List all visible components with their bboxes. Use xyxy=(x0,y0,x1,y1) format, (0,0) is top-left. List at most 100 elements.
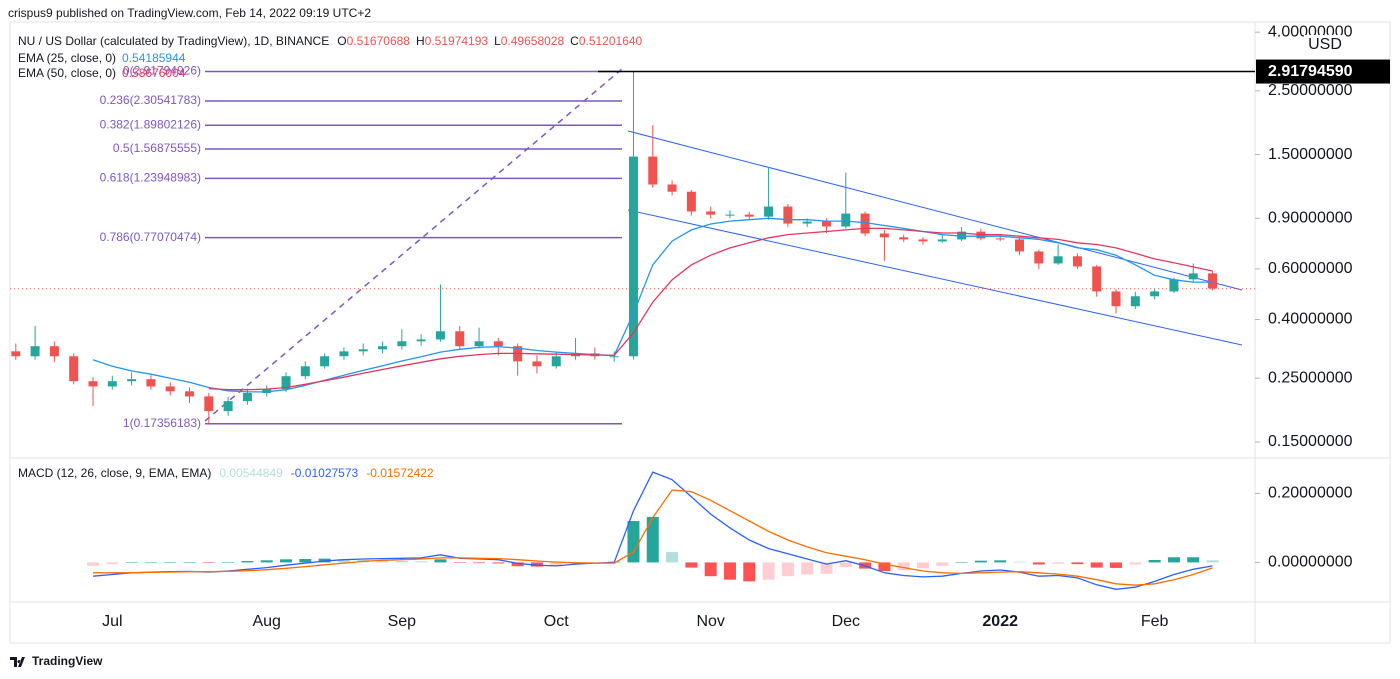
histogram-bar xyxy=(1148,560,1161,563)
legend-ema: EMA (50, close, 0) 0.58676004 xyxy=(18,66,186,80)
y-tick-label: 2.50000000 xyxy=(1268,82,1353,99)
histogram-bar xyxy=(1187,557,1200,563)
histogram-bar xyxy=(646,516,659,563)
histogram-bar xyxy=(434,559,447,563)
histogram-bar xyxy=(511,562,524,567)
candle-body xyxy=(1111,291,1121,307)
candle-body xyxy=(262,389,272,394)
y-tick-label: 1.50000000 xyxy=(1268,146,1353,163)
candle-body xyxy=(957,231,967,240)
legend-name: EMA (25, close, 0) xyxy=(18,51,116,65)
y-tick-label: 0.90000000 xyxy=(1268,210,1353,227)
histogram-bar xyxy=(974,560,987,563)
ema-line xyxy=(92,217,1213,393)
histogram-bar xyxy=(530,562,543,567)
candle-body xyxy=(185,391,195,397)
histogram-bar xyxy=(743,562,756,582)
legend-value: 0.58676004 xyxy=(122,66,186,80)
candle-body xyxy=(127,379,137,382)
candle-body xyxy=(764,206,774,217)
fib-level-label: 0.5(1.56875555) xyxy=(113,141,201,155)
histogram-bar xyxy=(550,562,563,567)
candle-body xyxy=(165,386,175,392)
candle-body xyxy=(937,239,947,242)
legend-value: -0.01027573 xyxy=(291,466,359,480)
candle-body xyxy=(725,214,735,216)
y-tick-label: 0.25000000 xyxy=(1268,369,1353,386)
y-tick-label: 0.20000000 xyxy=(1268,485,1353,502)
candle-body xyxy=(1150,291,1160,297)
histogram-bar xyxy=(183,562,196,563)
legend-macd: MACD (12, 26, close, 9, EMA, EMA) 0.00544… xyxy=(18,466,434,480)
fib-level-label: 0.618(1.23948983) xyxy=(100,171,201,185)
candle-body xyxy=(995,238,1005,240)
candle-body xyxy=(879,233,889,238)
candle-body xyxy=(474,341,484,347)
currency-bg xyxy=(1304,35,1346,55)
candle-body xyxy=(11,351,21,357)
histogram-bar xyxy=(1167,557,1180,563)
x-tick-label: Jul xyxy=(102,613,122,630)
legend-value: -0.01572422 xyxy=(366,466,434,480)
histogram-bar xyxy=(781,562,794,577)
ohlc-prefix: L xyxy=(494,34,501,48)
fib-level-label: 1(0.17356183) xyxy=(123,416,201,430)
histogram-bar xyxy=(936,562,949,566)
histogram-bar xyxy=(144,562,157,563)
histogram-bar xyxy=(1052,562,1065,564)
ohlc-prefix: O xyxy=(337,34,346,48)
candle-body xyxy=(378,346,388,350)
candle-body xyxy=(609,356,619,358)
channel-upper xyxy=(627,130,1243,291)
histogram-bar xyxy=(723,562,736,580)
x-tick-label: Sep xyxy=(388,613,417,630)
histogram-bar xyxy=(762,562,775,580)
histogram-bar xyxy=(202,562,215,563)
ema-line xyxy=(208,227,1213,391)
candle-body xyxy=(860,213,870,234)
candle-body xyxy=(1092,266,1102,292)
histogram-bar xyxy=(955,562,968,563)
candle-body xyxy=(493,341,503,347)
histogram-bar xyxy=(917,562,929,569)
histogram-bar xyxy=(820,562,833,574)
fib-level-label: 0(2.91794926) xyxy=(123,64,201,78)
legend-ema: EMA (25, close, 0) 0.54185944 xyxy=(18,51,186,65)
x-tick-label: Nov xyxy=(696,613,724,630)
candle-body xyxy=(1169,279,1179,292)
candle-body xyxy=(551,356,561,367)
candle-body xyxy=(744,214,754,217)
histogram-bar xyxy=(627,521,640,563)
x-tick-label: Oct xyxy=(544,613,569,630)
histogram-bar xyxy=(666,552,679,563)
histogram-bar xyxy=(395,561,408,563)
channel-lower xyxy=(627,209,1243,346)
candle-body xyxy=(30,346,40,357)
candle-body xyxy=(455,331,465,347)
histogram-bar xyxy=(801,562,814,575)
ohlc-value: 0.51201640 xyxy=(579,34,643,48)
ohlc-value: 0.49658028 xyxy=(501,34,565,48)
ohlc-value: 0.51670688 xyxy=(347,34,411,48)
candle-body xyxy=(49,346,59,357)
candle-body xyxy=(1208,273,1218,289)
candle-body xyxy=(88,381,98,387)
candle-body xyxy=(416,339,426,342)
candle-body xyxy=(841,213,851,227)
fib-level-label: 0.236(2.30541783) xyxy=(100,93,201,107)
histogram-bar xyxy=(337,558,350,563)
candle-body xyxy=(1015,239,1025,252)
candle-body xyxy=(783,206,793,224)
candle-body xyxy=(1053,256,1063,264)
legend-value: 0.00544849 xyxy=(219,466,283,480)
author-line: crispus9 published on TradingView.com, F… xyxy=(8,6,371,20)
candle-body xyxy=(320,356,330,367)
histogram-bar xyxy=(299,558,312,563)
histogram-bar xyxy=(241,561,254,563)
candle-body xyxy=(300,366,310,377)
candle-body xyxy=(1034,251,1044,264)
histogram-bar xyxy=(1032,562,1045,565)
drawings xyxy=(204,68,1243,422)
